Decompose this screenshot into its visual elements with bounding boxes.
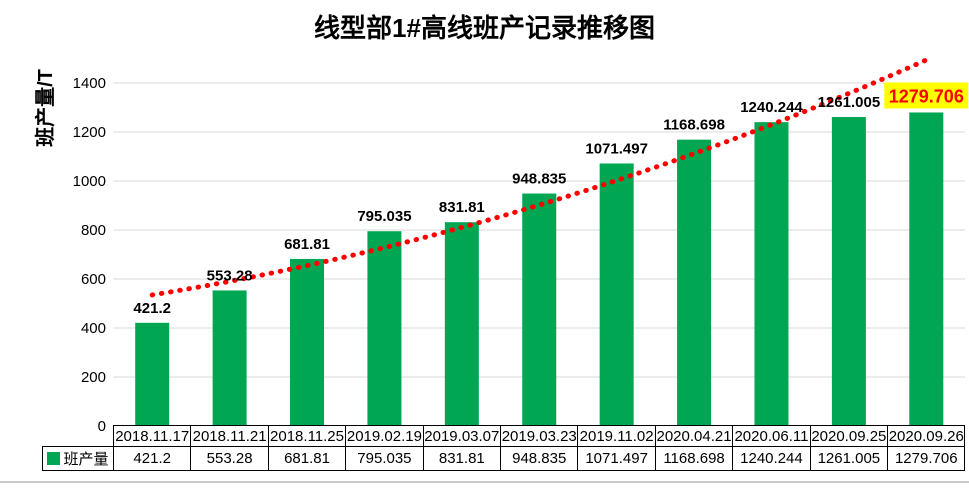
y-tick-label: 1200 <box>73 124 106 141</box>
table-date-header: 2020.04.21 <box>654 425 734 447</box>
table-value-cell: 948.835 <box>500 446 579 471</box>
table-value-cell: 795.035 <box>345 446 424 471</box>
data-label: 553.28 <box>207 267 253 284</box>
table-value-cell: 681.81 <box>267 446 347 471</box>
bar-2020.06.11 <box>754 122 789 426</box>
table-date-header: 2020.09.25 <box>809 425 889 447</box>
bar-2020.09.25 <box>831 117 866 426</box>
table-corner-spacer <box>43 426 114 447</box>
y-tick-label: 0 <box>98 418 106 435</box>
table-value-cell: 1168.698 <box>654 446 734 471</box>
y-tick-label: 200 <box>81 369 106 386</box>
table-date-header: 2019.03.23 <box>500 425 579 447</box>
table-value-cell: 1071.497 <box>577 446 656 471</box>
table-date-header: 2019.02.19 <box>345 425 424 447</box>
trendline-dotted <box>149 57 929 298</box>
y-tick-label: 600 <box>81 271 106 288</box>
table-date-header: 2018.11.25 <box>267 425 347 447</box>
table-value-cell: 1261.005 <box>809 446 889 471</box>
data-label: 1261.005 <box>818 94 881 111</box>
data-label-highlighted: 1279.706 <box>889 86 964 106</box>
table-value-cell: 831.81 <box>422 446 502 471</box>
bar-2018.11.17 <box>135 322 170 426</box>
highlighted-label-background <box>884 82 969 109</box>
table-date-header: 2019.11.02 <box>577 425 656 447</box>
chart-title: 线型部1#高线班产记录推移图 <box>314 13 655 43</box>
data-label: 421.2 <box>133 300 171 317</box>
table-value-cell: 421.2 <box>112 446 192 471</box>
bar-2018.11.25 <box>290 258 325 426</box>
table-date-header: 2018.11.17 <box>112 425 192 447</box>
bar-2019.11.02 <box>599 163 634 427</box>
y-tick-label: 400 <box>81 320 106 337</box>
table-value-cell: 1240.244 <box>732 446 811 471</box>
table-date-header: 2018.11.21 <box>190 425 269 447</box>
bar-2019.02.19 <box>367 231 402 426</box>
bar-2019.03.23 <box>522 193 557 426</box>
y-tick-label: 800 <box>81 222 106 239</box>
y-tick-label: 1400 <box>73 75 106 92</box>
table-date-header: 2020.09.26 <box>887 425 966 447</box>
data-label: 1071.497 <box>585 140 648 157</box>
legend-cell: 班产量 <box>42 446 114 471</box>
bar-2020.04.21 <box>677 139 712 426</box>
data-label: 681.81 <box>284 236 330 253</box>
table-value-cell: 1279.706 <box>887 446 966 471</box>
legend-swatch-icon <box>47 452 61 465</box>
data-label: 795.035 <box>357 208 411 225</box>
data-label: 948.835 <box>512 171 566 188</box>
legend-label: 班产量 <box>63 451 109 468</box>
bar-2020.09.26 <box>909 112 944 426</box>
table-date-header: 2019.03.07 <box>422 425 502 447</box>
table-date-header: 2020.06.11 <box>732 425 811 447</box>
bar-2019.03.07 <box>444 222 479 426</box>
data-label: 1168.698 <box>663 117 725 134</box>
chart-data-table: 2018.11.17 2018.11.21 2018.11.25 2019.02.19… <box>42 425 966 471</box>
bar-2018.11.21 <box>212 290 247 426</box>
bottom-divider <box>0 481 969 483</box>
table-value-cell: 553.28 <box>190 446 269 471</box>
data-label: 831.81 <box>439 199 485 216</box>
y-tick-label: 1000 <box>73 173 106 190</box>
data-label: 1240.244 <box>740 99 803 116</box>
